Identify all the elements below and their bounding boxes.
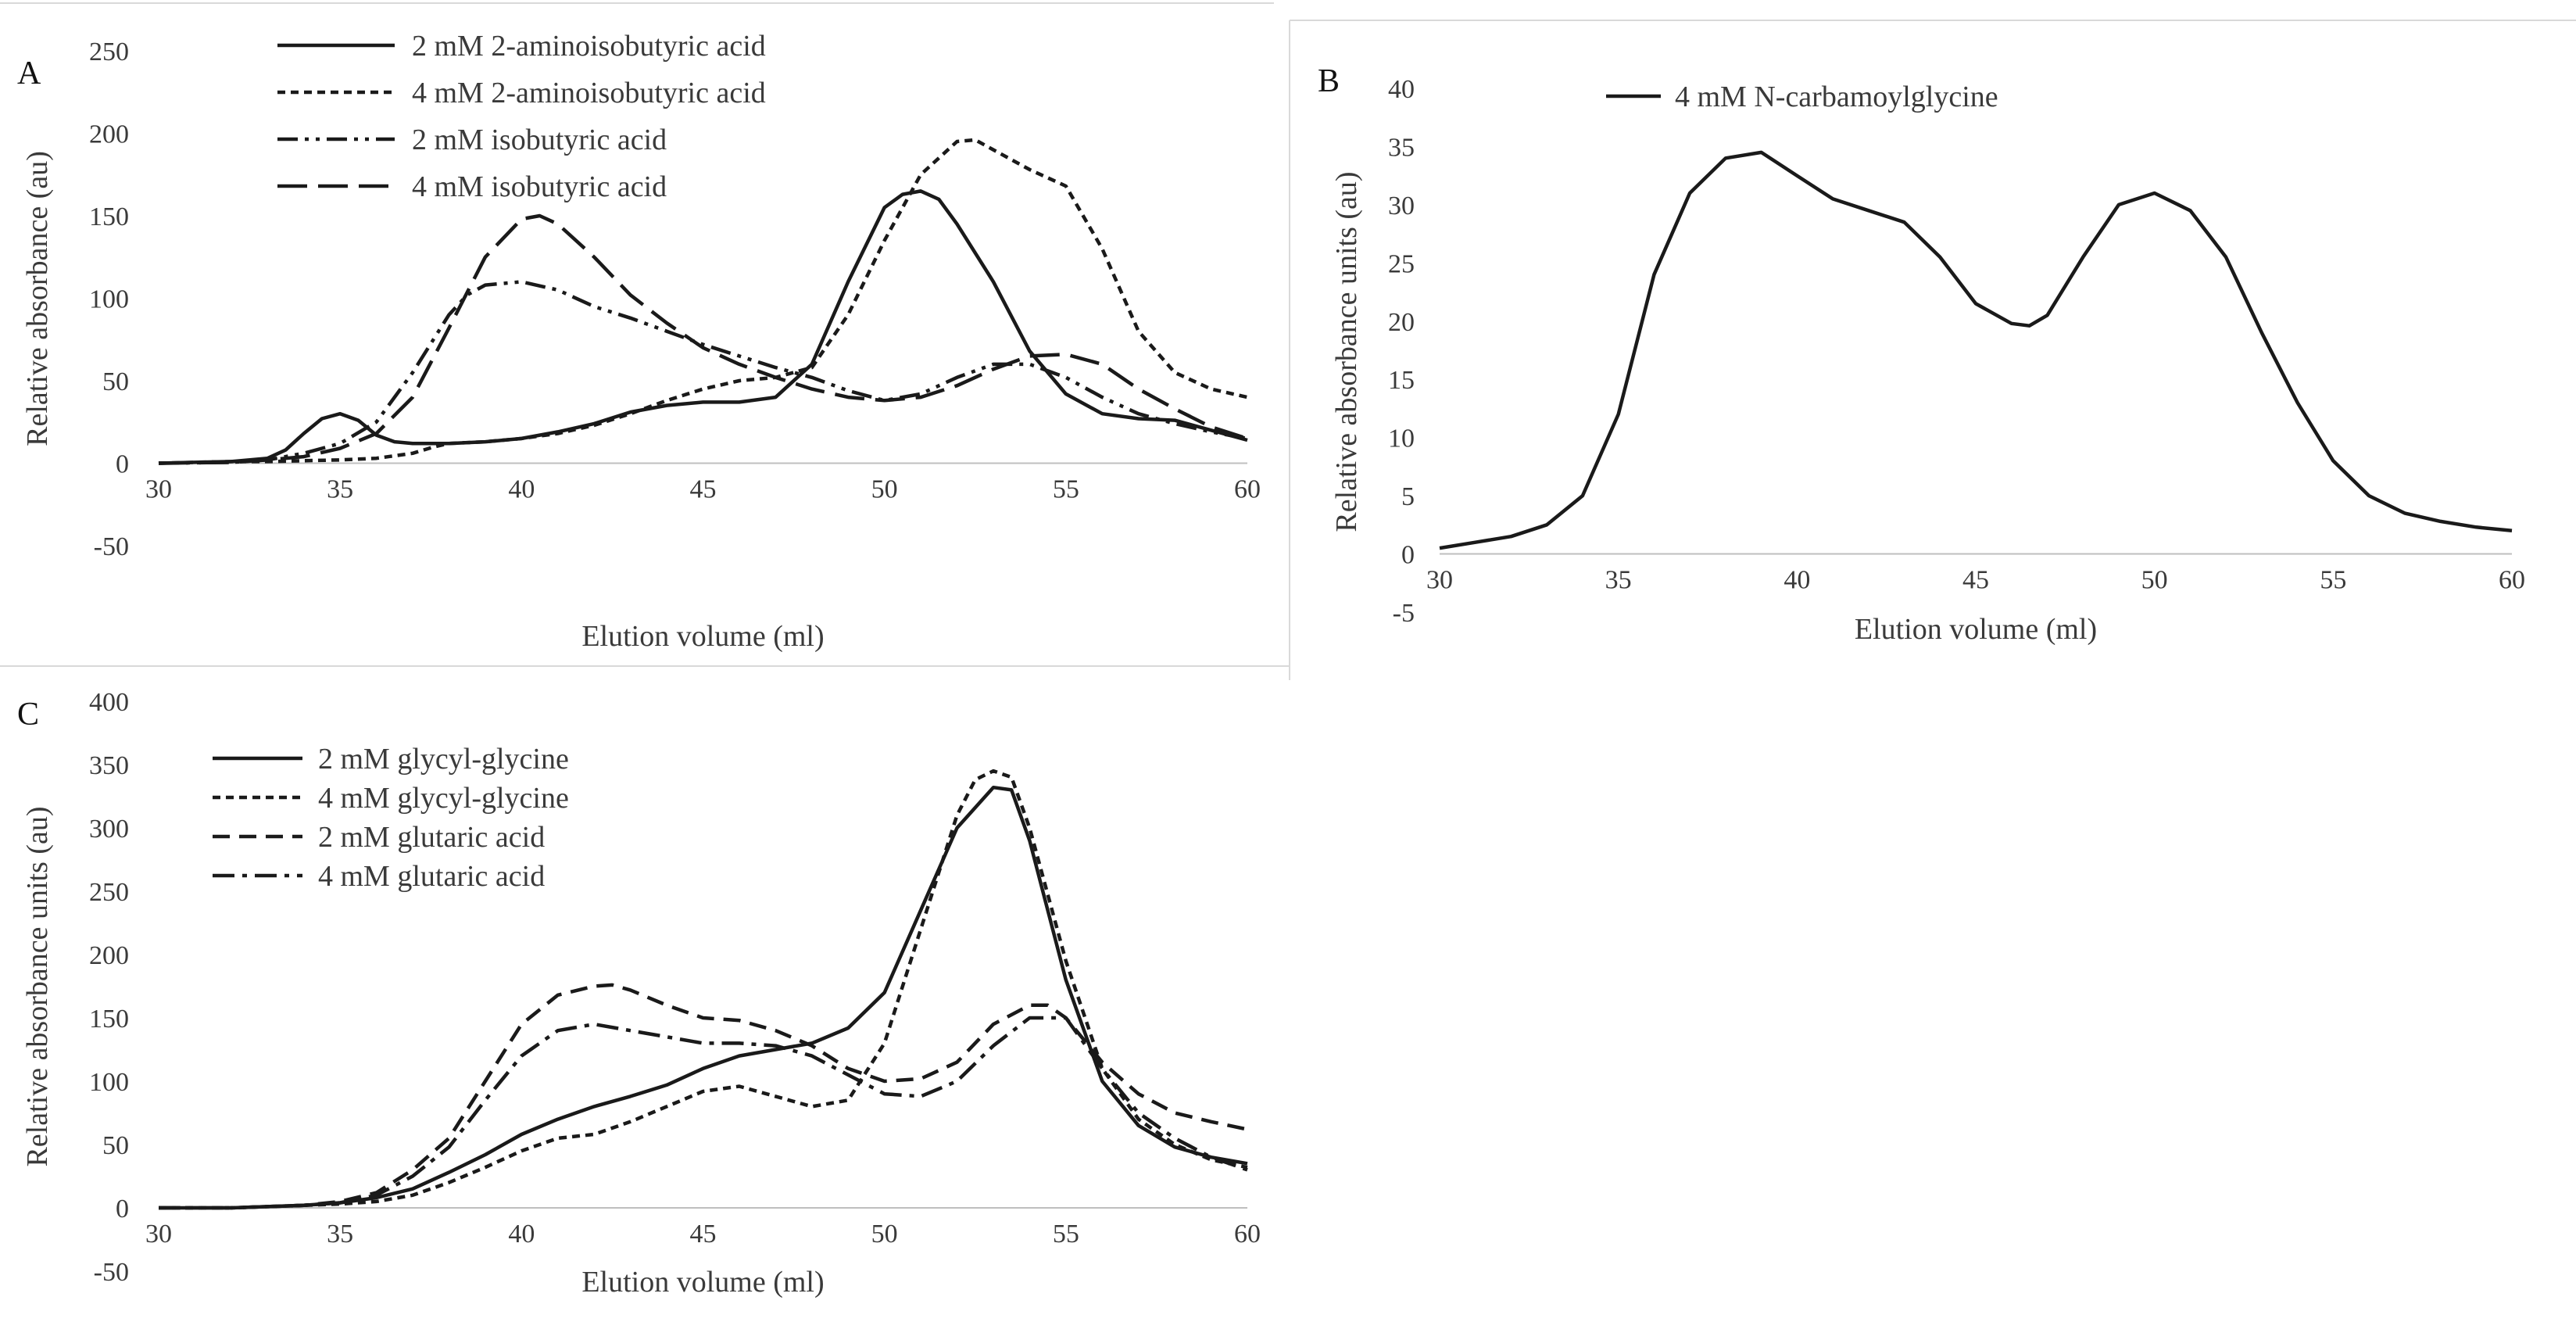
y-tick-label: 150 [89,202,129,231]
legend-label: 4 mM N-carbamoylglycine [1675,81,1998,113]
panel-b-chart: -5 0 5 10 15 20 25 30 35 40 30 35 40 45 50 55 60 Elution … [1330,75,2525,646]
y-tick-label: 35 [1388,133,1415,162]
x-tick-label: 45 [690,1220,717,1249]
y-tick-label: 5 [1401,482,1415,511]
x-tick-label: 35 [1605,566,1632,595]
x-tick-label: 40 [508,475,535,504]
y-tick-label: 25 [1388,249,1415,278]
y-tick-label: -50 [94,532,129,561]
x-tick-label: 60 [1234,1220,1261,1249]
y-tick-label: 50 [102,367,129,396]
y-axis-title: Relative absorbance units (au) [1330,171,1363,532]
panel-label-a: A [17,56,41,91]
legend: 4 mM N-carbamoylglycine [1606,81,1998,113]
y-tick-label: 250 [89,38,129,66]
legend: 2 mM 2-aminoisobutyric acid 4 mM 2-aminoi… [277,30,766,203]
x-tick-label: 40 [1784,566,1810,595]
x-axis-title: Elution volume (ml) [581,620,824,653]
x-axis-title: Elution volume (ml) [581,1266,824,1299]
x-tick-label: 55 [1053,1220,1079,1249]
y-tick-label: 0 [1401,541,1415,570]
x-tick-label: 45 [690,475,717,504]
y-tick-label: -50 [94,1258,129,1287]
x-tick-label: 50 [2141,566,2168,595]
x-tick-label: 30 [145,1220,172,1249]
y-tick-label: -5 [1393,599,1415,628]
legend-label: 4 mM glutaric acid [318,860,545,893]
panel-label-b: B [1318,63,1340,99]
x-tick-label: 50 [871,475,898,504]
y-tick-label: 250 [89,878,129,907]
x-tick-label: 35 [327,475,353,504]
y-tick-label: 10 [1388,425,1415,453]
x-axis-title: Elution volume (ml) [1855,613,2097,646]
x-tick-label: 30 [145,475,172,504]
x-tick-label: 55 [2320,566,2346,595]
legend: 2 mM glycyl-glycine 4 mM glycyl-glycine 2 … [213,743,569,893]
series-line [159,785,1248,1210]
y-tick-label: 200 [89,941,129,970]
series-line [159,1016,1248,1210]
y-tick-label: 0 [116,450,129,479]
legend-label: 2 mM isobutyric acid [412,124,667,156]
series-line [1439,150,2513,550]
legend-label: 4 mM isobutyric acid [412,170,667,203]
series-line [159,768,1248,1210]
x-tick-label: 30 [1426,566,1453,595]
y-tick-label: 20 [1388,308,1415,337]
legend-label: 2 mM glycyl-glycine [318,743,569,776]
panel-label-c: C [17,697,39,733]
y-tick-label: 350 [89,751,129,780]
y-tick-label: 200 [89,120,129,149]
panel-a-chart: -50 0 50 100 150 200 250 30 35 40 45 50 55 60 Elution … [21,30,1261,653]
x-tick-label: 45 [1962,566,1989,595]
y-tick-label: 0 [116,1195,129,1223]
y-tick-label: 400 [89,688,129,717]
y-tick-label: 40 [1388,75,1415,104]
y-tick-label: 15 [1388,366,1415,395]
y-tick-label: 30 [1388,192,1415,220]
series-line [158,138,1248,465]
legend-label: 2 mM glutaric acid [318,821,545,854]
x-tick-label: 60 [2499,566,2525,595]
x-tick-label: 35 [327,1220,353,1249]
x-tick-label: 55 [1053,475,1079,504]
legend-label: 4 mM glycyl-glycine [318,782,569,815]
x-tick-label: 40 [508,1220,535,1249]
series-line [158,213,1248,465]
x-tick-label: 50 [871,1220,898,1249]
legend-label: 2 mM 2-aminoisobutyric acid [412,30,766,63]
series-line [158,189,1248,465]
y-tick-label: 50 [102,1131,129,1160]
series-line [158,280,1248,465]
legend-label: 4 mM 2-aminoisobutyric acid [412,77,766,109]
panel-c-chart: -50 0 50 100 150 200 250 300 350 400 30 35 40 45 50 55 6… [21,688,1261,1299]
y-axis-title: Relative absorbance (au) [21,151,54,446]
y-tick-label: 100 [89,1068,129,1097]
y-tick-label: 150 [89,1005,129,1034]
y-axis-title: Relative absorbance units (au) [21,806,54,1166]
y-tick-label: 300 [89,815,129,844]
x-tick-label: 60 [1234,475,1261,504]
y-tick-label: 100 [89,285,129,314]
